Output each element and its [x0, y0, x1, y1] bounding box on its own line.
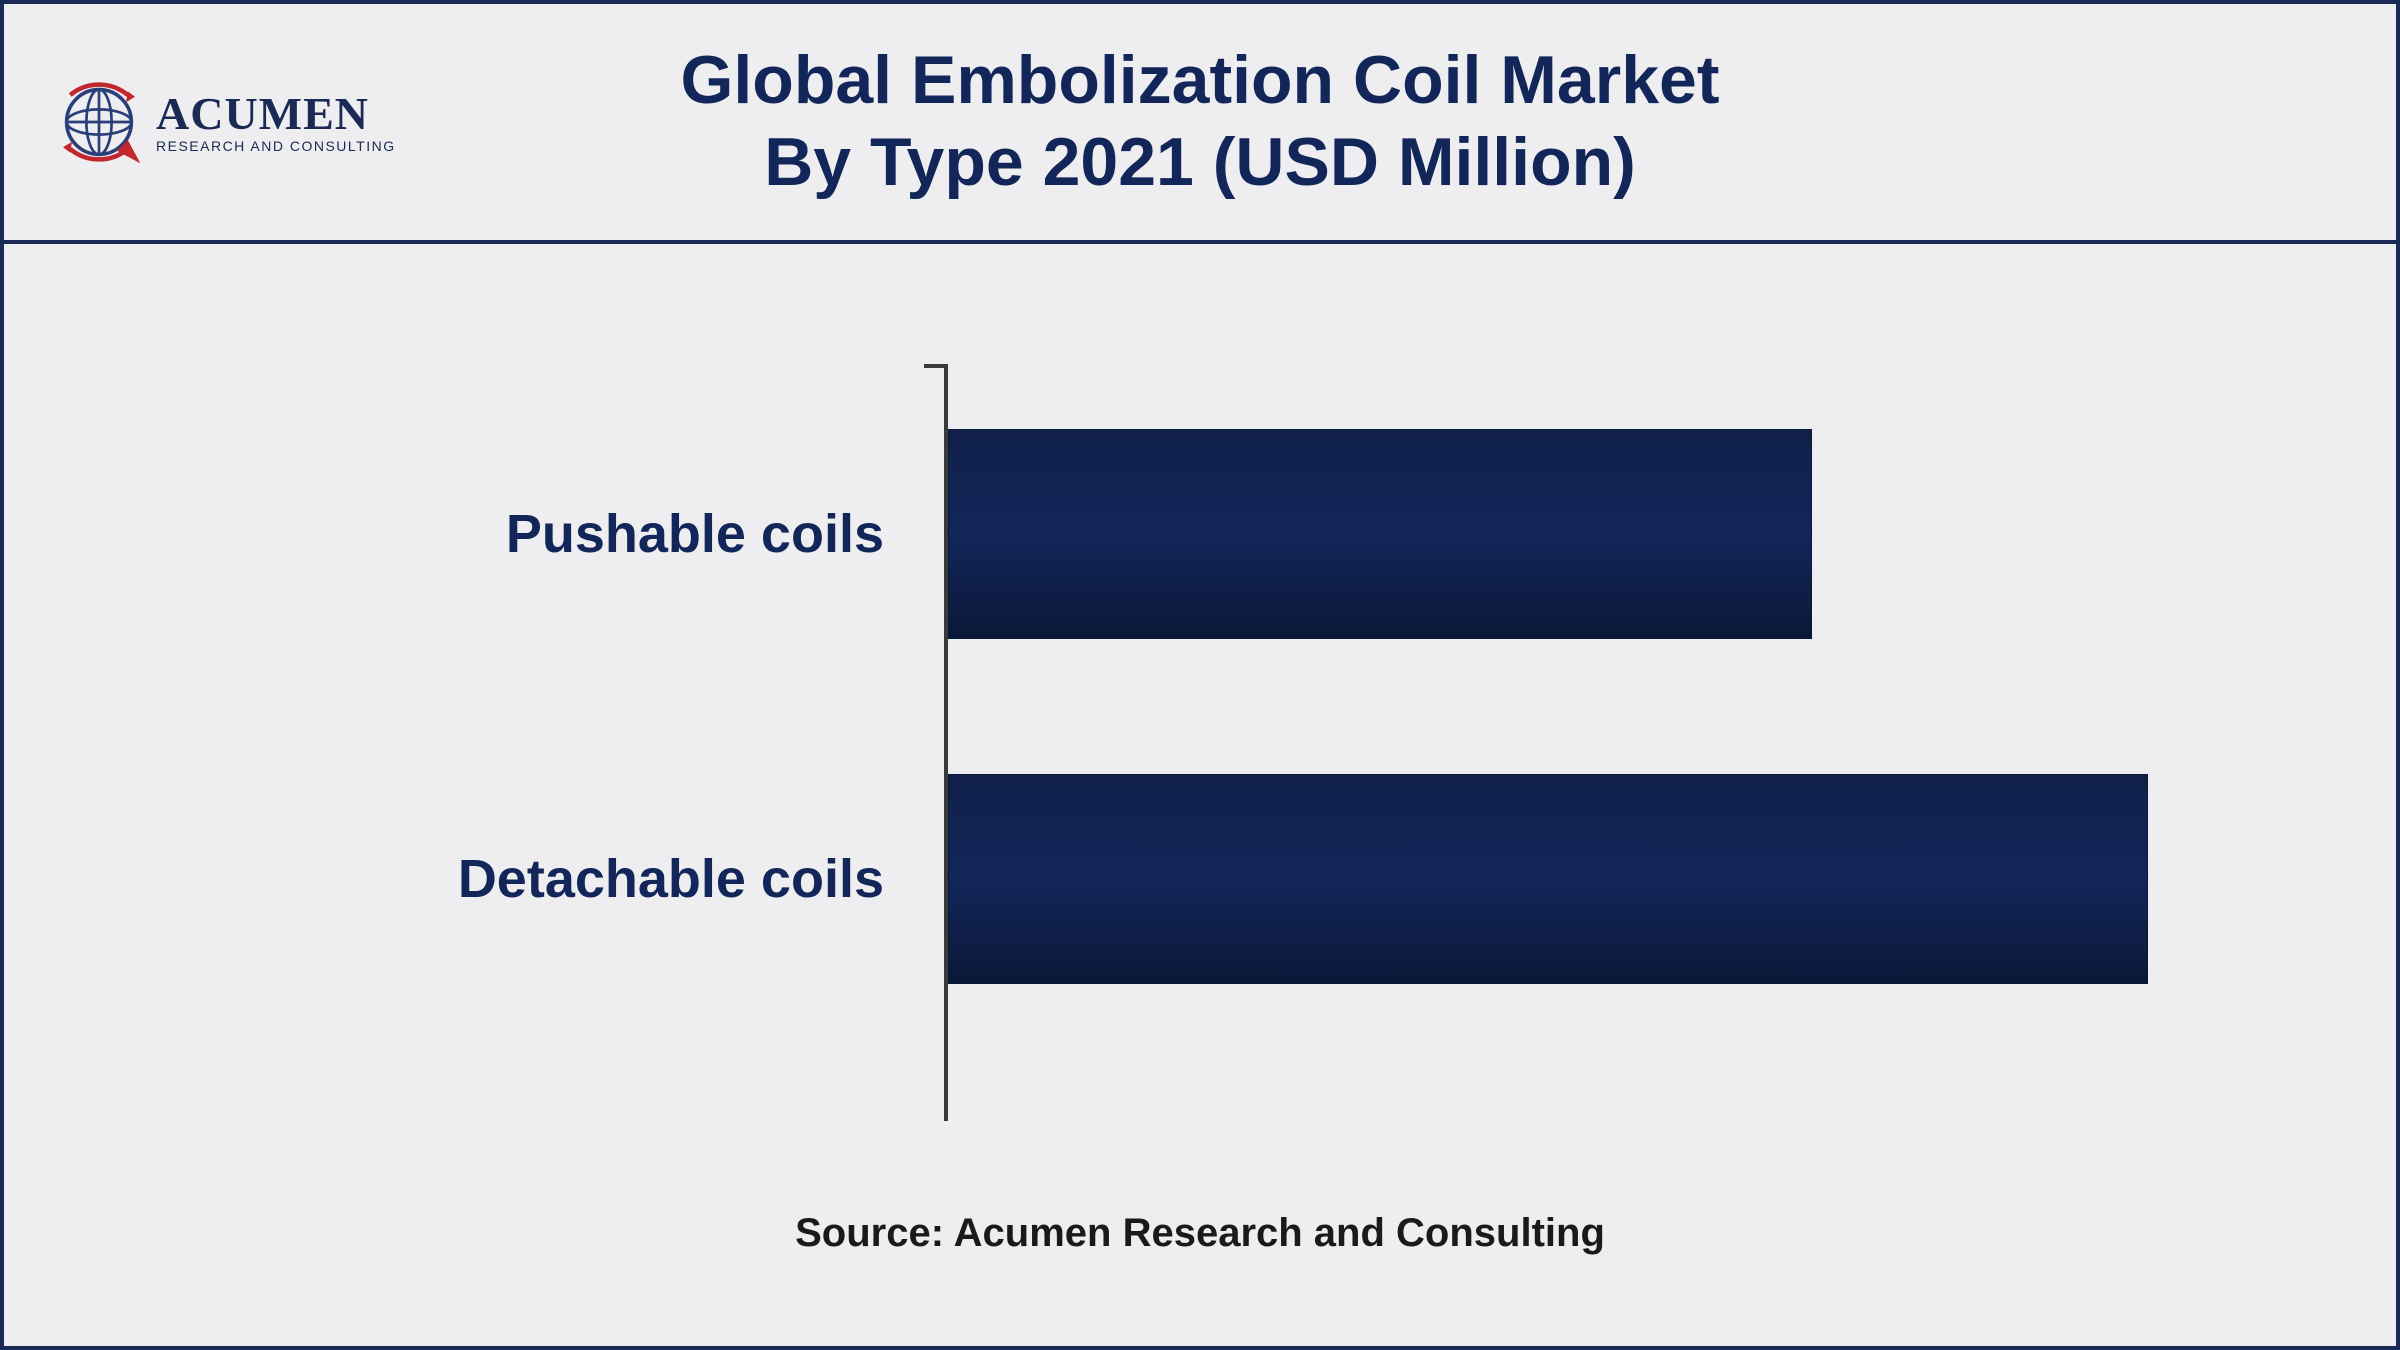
source-label: Source: Acumen Research and Consulting [204, 1181, 2196, 1286]
logo-sub-text: RESEARCH AND CONSULTING [156, 139, 396, 153]
header: ACUMEN RESEARCH AND CONSULTING Global Em… [4, 4, 2396, 244]
category-label: Detachable coils [204, 848, 924, 910]
bar-row: Detachable coils [204, 774, 2196, 984]
title-line-2: By Type 2021 (USD Million) [681, 122, 1720, 204]
logo-text: ACUMEN RESEARCH AND CONSULTING [156, 91, 396, 153]
chart-body: Pushable coils Detachable coils Source: A… [4, 244, 2396, 1346]
bar [948, 429, 1812, 639]
chart-title: Global Embolization Coil Market By Type … [681, 40, 1720, 203]
logo-main-text: ACUMEN [156, 91, 396, 137]
bar-chart: Pushable coils Detachable coils [204, 364, 2196, 1181]
bar [948, 774, 2148, 984]
logo: ACUMEN RESEARCH AND CONSULTING [54, 77, 396, 167]
bar-row: Pushable coils [204, 429, 2196, 639]
category-label: Pushable coils [204, 503, 924, 565]
logo-globe-icon [54, 77, 144, 167]
chart-container: ACUMEN RESEARCH AND CONSULTING Global Em… [0, 0, 2400, 1350]
title-line-1: Global Embolization Coil Market [681, 40, 1720, 122]
